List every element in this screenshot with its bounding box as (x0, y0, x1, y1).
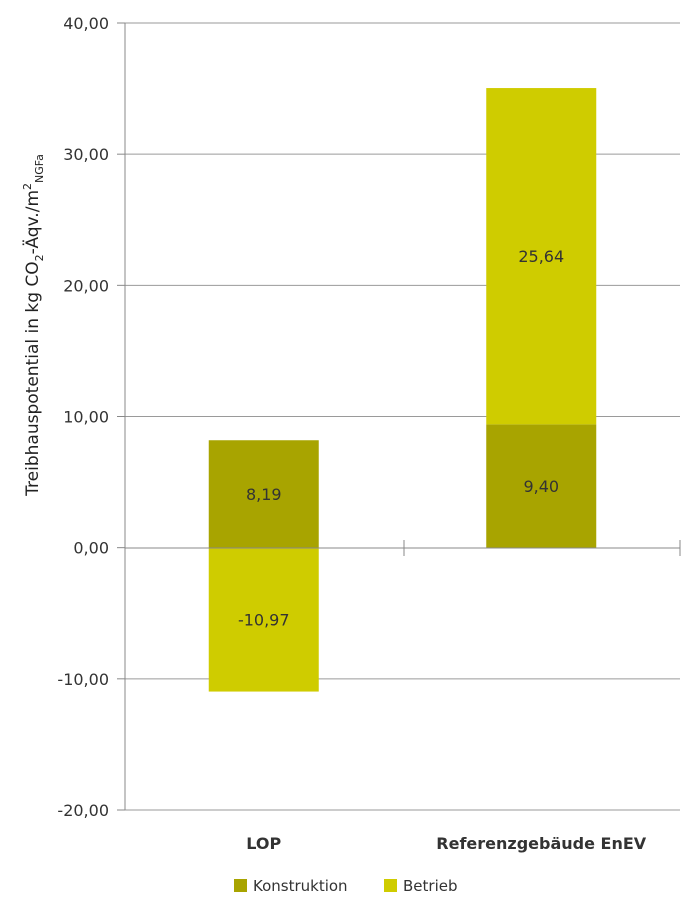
bar-value-label: 8,19 (246, 485, 282, 504)
bar-betrieb (208, 547, 319, 692)
legend-label-konstruktion: Konstruktion (253, 877, 348, 895)
y-tick-label: -10,00 (57, 670, 109, 689)
bar-konstruktion (486, 424, 597, 548)
bars (208, 88, 597, 692)
legend-label-betrieb: Betrieb (403, 877, 458, 895)
bar-value-label: 25,64 (518, 247, 564, 266)
bar-value-label: 9,40 (523, 477, 559, 496)
gridlines (125, 22, 680, 811)
y-tick-label: 20,00 (63, 276, 109, 295)
y-tick-labels: -20,00 -10,00 0,00 10,00 20,00 30,00 40,00 (57, 14, 125, 820)
bar-betrieb (486, 88, 597, 425)
y-tick-label: -20,00 (57, 801, 109, 820)
bar-value-label: -10,97 (238, 611, 290, 630)
legend-swatch-konstruktion (234, 879, 247, 892)
legend: Konstruktion Betrieb (234, 877, 458, 895)
y-tick-label: 30,00 (63, 145, 109, 164)
y-tick-label: 10,00 (63, 408, 109, 427)
legend-swatch-betrieb (384, 879, 397, 892)
y-axis-title: Treibhauspotential in kg CO2-Äqv./m2NGFa (21, 154, 46, 497)
data-labels: 8,19 -10,97 9,40 25,64 (238, 247, 564, 629)
y-tick-label: 40,00 (63, 14, 109, 33)
category-label: Referenzgebäude EnEV (436, 834, 647, 853)
y-tick-label: 0,00 (73, 539, 109, 558)
category-labels: LOP Referenzgebäude EnEV (246, 834, 647, 853)
category-label: LOP (246, 834, 281, 853)
bar-konstruktion (208, 440, 319, 548)
